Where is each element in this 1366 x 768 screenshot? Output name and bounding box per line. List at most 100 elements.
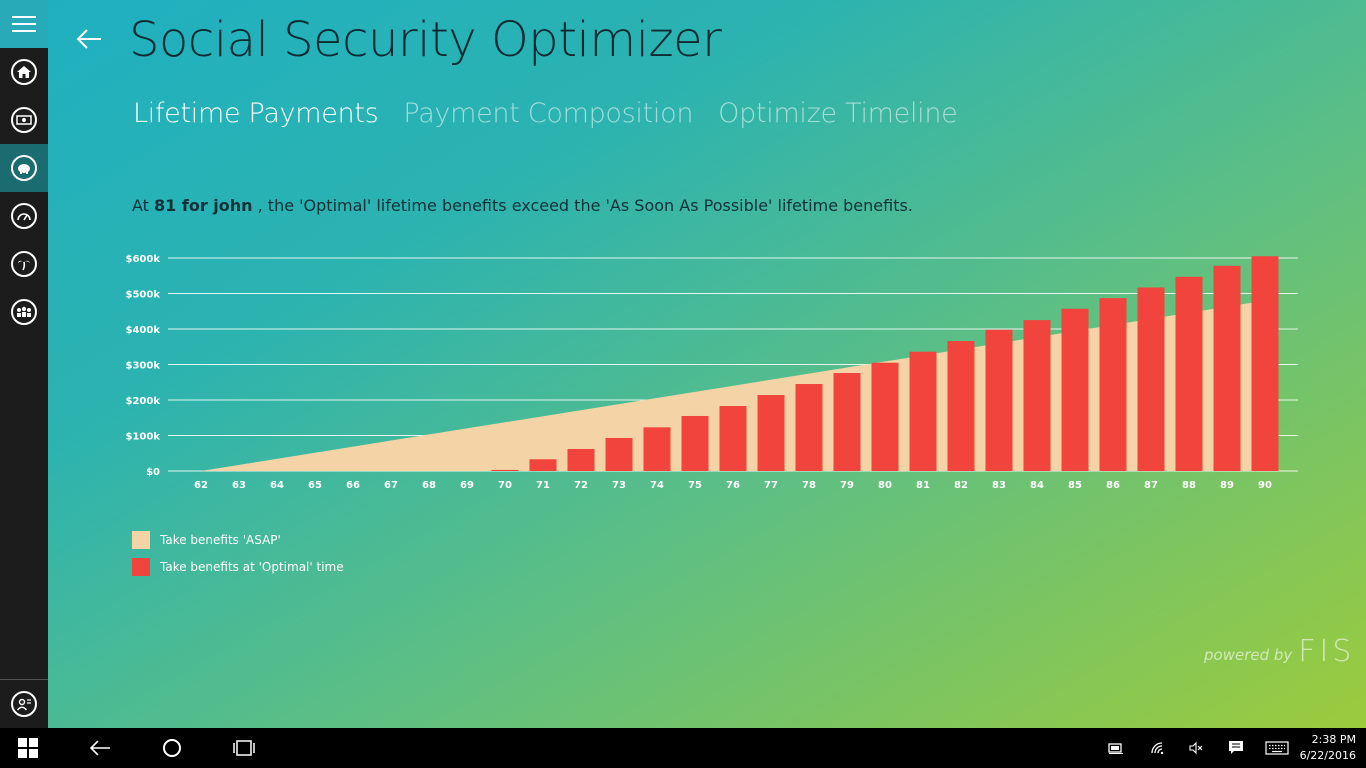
x-tick-label: 86 (1106, 480, 1120, 491)
cortana-button[interactable] (148, 728, 196, 768)
y-tick-label: $600k (126, 254, 161, 265)
x-tick-label: 76 (726, 480, 740, 491)
back-arrow-icon (89, 740, 110, 756)
page-title: Social Security Optimizer (129, 12, 722, 68)
volume-button[interactable] (1182, 728, 1210, 768)
bar-age-79 (833, 373, 861, 471)
money-icon (11, 107, 37, 133)
chart-legend: Take benefits 'ASAP' Take benefits at 'O… (132, 531, 344, 585)
start-button[interactable] (4, 728, 52, 768)
clock-date: 6/22/2016 (1299, 749, 1356, 762)
bar-age-90 (1251, 256, 1279, 471)
gauge-icon (11, 203, 37, 229)
people-icon (11, 299, 37, 325)
tablet-mode-button[interactable] (1102, 728, 1130, 768)
network-button[interactable] (1144, 728, 1172, 768)
bar-age-75 (681, 415, 709, 471)
palm-tree-icon (11, 251, 37, 277)
task-view-icon (233, 740, 255, 756)
bar-age-72 (567, 448, 595, 471)
taskbar-clock[interactable]: 2:38 PM 6/22/2016 (1300, 732, 1356, 764)
nav-profile-button[interactable] (0, 680, 48, 728)
bar-age-82 (947, 341, 975, 471)
bar-age-80 (871, 362, 899, 471)
windows-logo-icon (18, 738, 38, 758)
y-tick-label: $400k (126, 325, 161, 336)
touch-keyboard-button[interactable] (1262, 728, 1292, 768)
x-tick-label: 87 (1144, 480, 1158, 491)
bar-age-77 (757, 395, 785, 471)
back-arrow-icon (76, 29, 101, 49)
tab-lifetime-payments[interactable]: Lifetime Payments (133, 98, 379, 129)
nav-piggy-bank-button[interactable] (0, 144, 48, 192)
legend-item-optimal: Take benefits at 'Optimal' time (132, 558, 344, 576)
x-tick-label: 73 (612, 480, 626, 491)
summary-suffix: , the 'Optimal' lifetime benefits exceed… (252, 196, 913, 215)
bar-age-84 (1023, 320, 1051, 471)
x-tick-label: 80 (878, 480, 892, 491)
user-profile-icon (11, 691, 37, 717)
nav-gauge-button[interactable] (0, 192, 48, 240)
battery-icon (1108, 743, 1123, 754)
main-content: Social Security Optimizer Lifetime Payme… (48, 0, 1366, 728)
taskbar-back-button[interactable] (76, 728, 124, 768)
x-tick-label: 78 (802, 480, 816, 491)
action-center-button[interactable] (1222, 728, 1250, 768)
bar-age-81 (909, 351, 937, 471)
y-tick-label: $0 (146, 467, 160, 478)
nav-retirement-button[interactable] (0, 240, 48, 288)
bar-age-78 (795, 384, 823, 471)
lifetime-payments-chart: $0 $100k $200k $300k $400k $500k $600k 62 63 64 65… (126, 254, 1298, 491)
bar-age-88 (1175, 276, 1203, 471)
keyboard-icon (1265, 741, 1289, 755)
powered-by-logo: powered by FIS (1204, 634, 1356, 669)
x-tick-label: 84 (1030, 480, 1044, 491)
home-icon (11, 59, 37, 85)
nav-home-button[interactable] (0, 48, 48, 96)
hamburger-icon (12, 16, 36, 32)
powered-by-text: powered by (1204, 646, 1293, 664)
bar-age-73 (605, 437, 633, 471)
summary-prefix: At (132, 196, 155, 215)
tab-payment-composition[interactable]: Payment Composition (403, 98, 694, 129)
bar-age-70 (491, 469, 519, 471)
volume-muted-icon (1189, 741, 1203, 755)
legend-item-asap: Take benefits 'ASAP' (132, 531, 344, 549)
bar-age-87 (1137, 287, 1165, 471)
x-tick-label: 77 (764, 480, 778, 491)
y-tick-label: $300k (126, 361, 161, 372)
nav-money-button[interactable] (0, 96, 48, 144)
fis-brand: FIS (1298, 634, 1356, 669)
nav-family-button[interactable] (0, 288, 48, 336)
x-tick-label: 79 (840, 480, 854, 491)
x-tick-label: 67 (384, 480, 398, 491)
x-tick-label: 88 (1182, 480, 1196, 491)
nav-rail (0, 0, 48, 728)
x-tick-label: 90 (1258, 480, 1272, 491)
x-tick-label: 75 (688, 480, 702, 491)
tab-optimize-timeline[interactable]: Optimize Timeline (718, 98, 958, 129)
summary-text: At 81 for john , the 'Optimal' lifetime … (132, 196, 913, 215)
legend-label-asap: Take benefits 'ASAP' (160, 533, 281, 547)
x-tick-label: 74 (650, 480, 664, 491)
x-tick-label: 70 (498, 480, 512, 491)
piggy-bank-icon (11, 155, 37, 181)
taskbar: 2:38 PM 6/22/2016 (0, 728, 1366, 768)
cortana-circle-icon (163, 739, 181, 757)
bar-age-86 (1099, 298, 1127, 471)
y-tick-label: $500k (126, 290, 161, 301)
task-view-button[interactable] (220, 728, 268, 768)
legend-label-optimal: Take benefits at 'Optimal' time (160, 560, 344, 574)
bar-age-89 (1213, 265, 1241, 471)
x-tick-label: 63 (232, 480, 246, 491)
bar-age-71 (529, 459, 557, 471)
summary-highlight: 81 for john (154, 196, 253, 215)
bar-age-83 (985, 329, 1013, 471)
x-tick-label: 89 (1220, 480, 1234, 491)
x-tick-label: 83 (992, 480, 1006, 491)
bar-age-85 (1061, 308, 1089, 471)
hamburger-menu-button[interactable] (0, 0, 48, 48)
x-tick-label: 62 (194, 480, 208, 491)
x-tick-label: 69 (460, 480, 474, 491)
back-button[interactable] (72, 22, 106, 56)
